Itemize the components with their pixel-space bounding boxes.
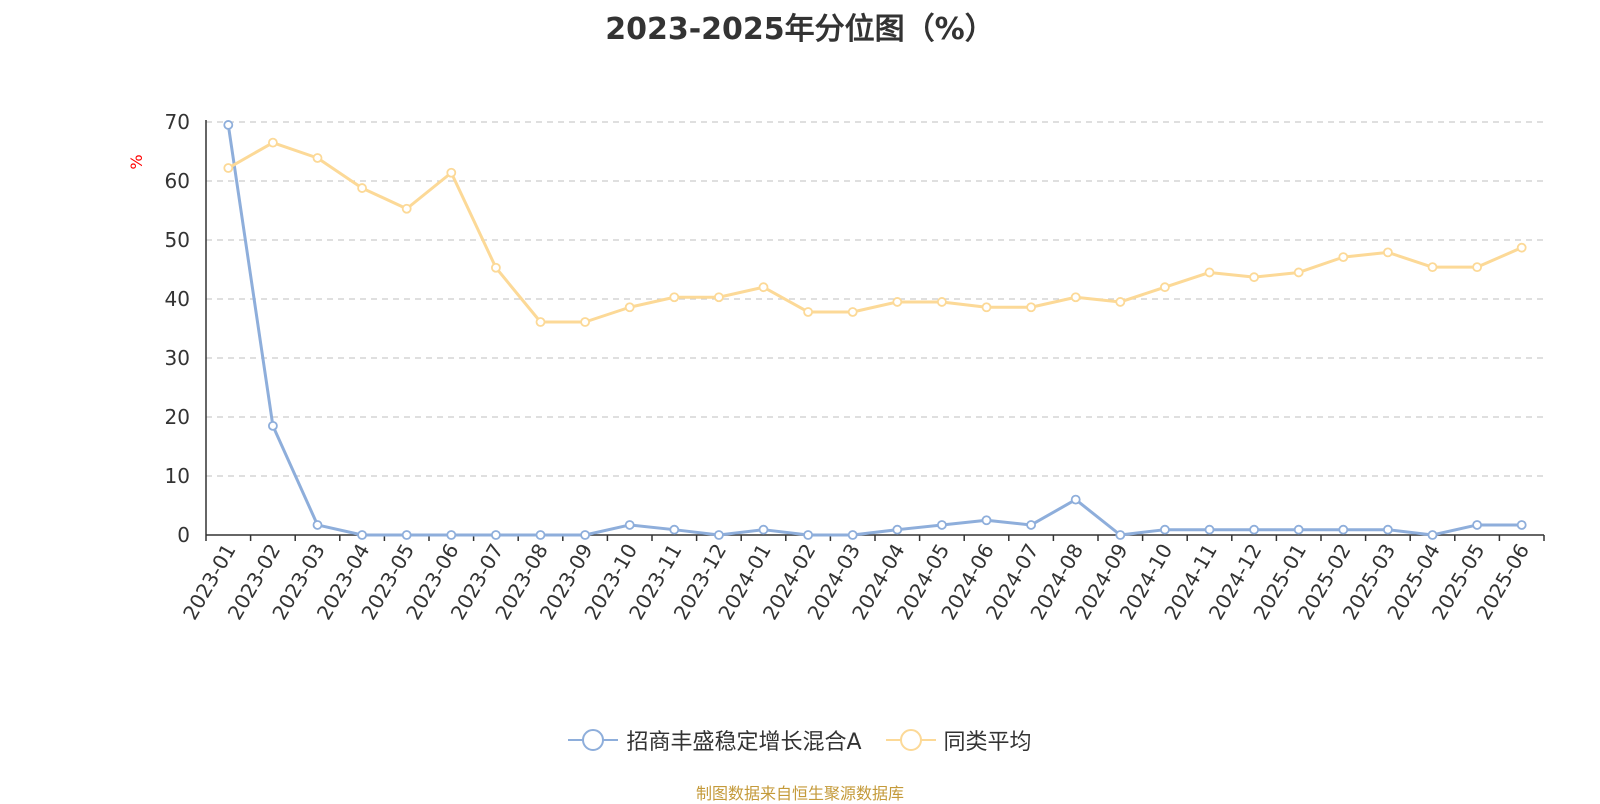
series-1-point	[981, 302, 992, 313]
legend-label-fund: 招商丰盛稳定增长混合A	[626, 730, 862, 755]
series-1-point	[758, 282, 769, 293]
y-tick-label: 0	[177, 523, 190, 547]
series-1-point	[267, 137, 278, 148]
series-1-point	[1516, 242, 1527, 253]
series-0-point	[1427, 530, 1438, 540]
series-1-point	[624, 302, 635, 313]
series-0-point	[580, 530, 590, 540]
series-0-point	[1026, 520, 1036, 530]
series-1-point	[580, 317, 590, 327]
series-1-point	[223, 163, 234, 173]
series-0-point	[267, 420, 278, 431]
series-1-point	[357, 183, 368, 193]
series-points	[223, 120, 1527, 540]
series-0-point	[223, 120, 234, 130]
series-1-point	[803, 307, 813, 317]
legend-item-fund[interactable]: 招商丰盛稳定增长混合A	[568, 724, 862, 756]
series-1-point	[446, 167, 457, 178]
series-1-point	[669, 292, 680, 303]
legend: 招商丰盛稳定增长混合A 同类平均	[0, 722, 1600, 758]
series-0-point	[535, 530, 546, 540]
series-1-point	[1293, 267, 1304, 278]
series-0-point	[714, 530, 724, 540]
series-0-point	[490, 530, 501, 540]
grid-lines	[206, 121, 1544, 477]
series-0-point	[669, 524, 680, 535]
series-0-point	[446, 530, 457, 540]
series-0-point	[1338, 524, 1349, 535]
y-tick-label: 20	[165, 405, 190, 429]
series-0-point	[312, 520, 323, 530]
series-1-point	[312, 153, 323, 163]
series-1-point	[1070, 292, 1081, 303]
series-1-point	[401, 203, 412, 214]
series-1-point	[1115, 297, 1126, 307]
y-axis-label: %	[127, 154, 146, 169]
y-tick-label: 30	[165, 346, 190, 370]
legend-line-circle-icon	[885, 729, 936, 751]
series-1-point	[847, 307, 858, 317]
series-0-point	[1204, 524, 1215, 535]
series-0-point	[401, 530, 412, 540]
series-1-point	[1383, 247, 1393, 258]
y-tick-label: 40	[165, 287, 190, 311]
legend-line-circle-icon	[568, 729, 619, 751]
series-1-point	[1427, 262, 1438, 273]
series-1-point	[1204, 267, 1215, 278]
series-1-point	[937, 297, 947, 307]
series-1-point	[1160, 282, 1170, 293]
axes	[205, 120, 1545, 541]
y-tick-label: 10	[165, 464, 190, 488]
series-0-point	[1472, 520, 1482, 530]
legend-label-category-average: 同类平均	[943, 730, 1032, 755]
series-line-0	[226, 124, 1522, 537]
series-0-point	[937, 520, 947, 530]
tick-labels: 010203040506070%2023-012023-022023-03202…	[127, 110, 1534, 624]
series-1-point	[535, 317, 546, 327]
y-tick-label: 60	[165, 169, 190, 193]
series-0-point	[1160, 524, 1170, 535]
series-0-point	[847, 530, 858, 540]
series-1-point	[714, 292, 724, 303]
series-line-1	[227, 141, 1523, 324]
series-0-point	[892, 524, 903, 535]
series-0-point	[624, 520, 635, 530]
legend-item-category-average[interactable]: 同类平均	[885, 724, 1032, 756]
series-1-point	[1249, 272, 1259, 283]
series-0-point	[1070, 494, 1081, 505]
y-tick-label: 50	[165, 228, 190, 252]
series-1-point	[1472, 262, 1482, 273]
series-0-point	[981, 515, 992, 526]
series-0-point	[1516, 520, 1527, 530]
series-1-point	[490, 262, 501, 273]
series-0-point	[1249, 524, 1259, 535]
series-1-point	[1338, 252, 1349, 263]
series-1-point	[1026, 302, 1036, 313]
series-0-point	[1293, 524, 1304, 535]
y-tick-label: 70	[165, 110, 190, 134]
series-0-point	[758, 524, 769, 535]
series-0-point	[1383, 524, 1393, 535]
series-1-point	[892, 297, 903, 307]
chart-title: 2023-2025年分位图（%）	[605, 12, 995, 47]
series-0-point	[357, 530, 368, 540]
series-lines	[226, 124, 1523, 537]
series-0-point	[1115, 530, 1126, 540]
series-0-point	[803, 530, 813, 540]
source-note: 制图数据来自恒生聚源数据库	[695, 784, 904, 803]
